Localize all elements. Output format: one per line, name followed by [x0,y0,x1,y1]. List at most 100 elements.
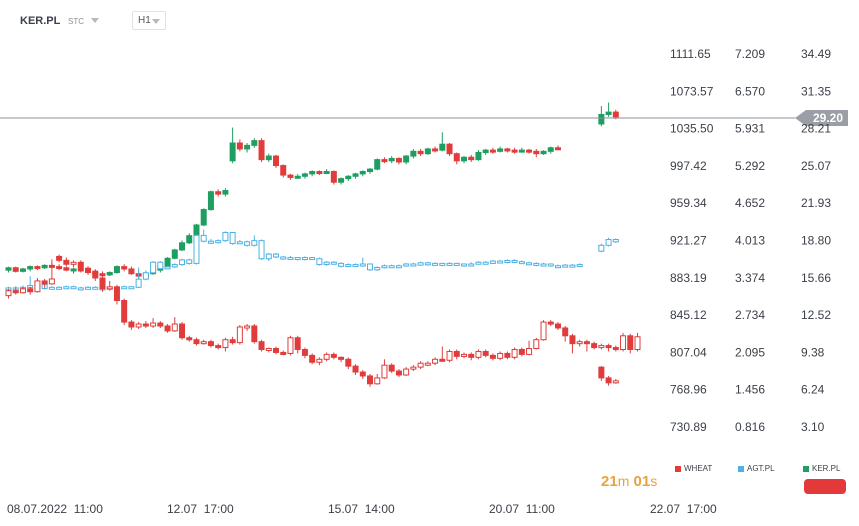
candle [540,320,547,341]
legend-item-ker[interactable]: KER.PL [803,464,840,473]
candle [417,261,424,266]
candle [99,271,106,277]
candle [265,347,272,353]
candle [511,259,518,263]
candle [294,256,301,261]
candle [5,266,12,273]
candle [562,263,569,268]
candle [287,255,294,261]
candle [251,235,258,247]
wheat-axis-tick: 921.27 [670,234,707,248]
candle [468,154,475,163]
candle [128,286,135,290]
candle [345,175,352,182]
wheat-series [5,254,641,387]
candle [330,170,337,185]
candle [518,347,525,357]
candle [605,237,612,247]
sell-button[interactable] [804,479,846,494]
candle [605,375,612,386]
candle [446,262,453,266]
candle [482,148,489,155]
candle [150,261,157,274]
time-axis-tick: 22.07 17:00 [650,502,717,516]
candle [41,264,48,269]
timeframe-select[interactable]: H1 [132,11,166,30]
candle [200,339,207,345]
candle [121,264,128,272]
ker-axis-tick: 9.38 [801,345,825,359]
candle [395,157,402,165]
candle [432,262,439,266]
candle [497,146,504,153]
legend-item-wheat[interactable]: WHEAT [675,464,712,473]
candle [92,286,99,290]
countdown-minutes-unit: m [617,473,630,489]
candle [280,350,287,356]
countdown-seconds-unit: s [650,473,658,489]
ker-series [5,102,619,279]
agt-axis-tick: 7.209 [735,47,765,61]
candle [12,287,19,295]
candle [142,321,149,328]
candle [367,167,373,174]
candle [207,238,214,245]
candle [338,177,345,185]
candle [468,352,475,361]
candle [179,322,186,340]
candle [381,359,388,379]
candle [265,153,272,163]
candle [229,336,236,345]
candle [526,261,533,266]
wheat-axis-tick: 768.96 [670,383,707,397]
candle [403,262,410,267]
candle [533,337,540,350]
candle [359,257,366,267]
candle [475,150,482,161]
wheat-axis: 1111.65 1073.57 1035.50 997.42 959.34 921.27 8… [670,47,714,434]
candle [439,346,446,362]
candle [12,266,19,273]
candle [323,352,330,362]
candle [27,265,34,272]
countdown-minutes: 21 [601,473,618,490]
candle [27,276,34,289]
legend-swatch [803,465,809,472]
wheat-axis-tick: 807.04 [670,345,707,359]
chart-toolbar: KER.PL STC H1 [0,0,859,40]
candle [381,264,388,269]
candle [273,154,280,168]
candle [56,286,63,290]
market-tag[interactable]: STC [68,17,84,26]
candle [374,373,381,385]
chevron-down-icon[interactable] [91,18,99,23]
candle [164,265,171,270]
candle [526,148,533,154]
candle [157,321,164,328]
candle [63,266,70,272]
candle [439,262,446,267]
candle [453,152,460,165]
legend-item-agt[interactable]: AGT.PL [738,464,775,473]
candle [251,324,258,344]
candle [287,335,294,356]
candle [554,264,561,269]
wheat-axis-tick: 730.89 [670,420,707,434]
candle [403,367,410,376]
candle [497,351,504,361]
candle [229,231,236,245]
candle [164,324,171,333]
candle [569,333,576,354]
candle [215,239,222,244]
time-axis-tick: 12.07 17:00 [167,502,234,516]
candle [106,280,113,291]
candle [417,361,424,370]
symbol-label[interactable]: KER.PL [20,15,61,27]
candle [142,270,149,281]
candle [48,259,55,285]
candle [301,347,308,359]
candle [157,261,164,270]
candle [554,145,561,151]
agt-axis-tick: 5.292 [735,159,765,173]
